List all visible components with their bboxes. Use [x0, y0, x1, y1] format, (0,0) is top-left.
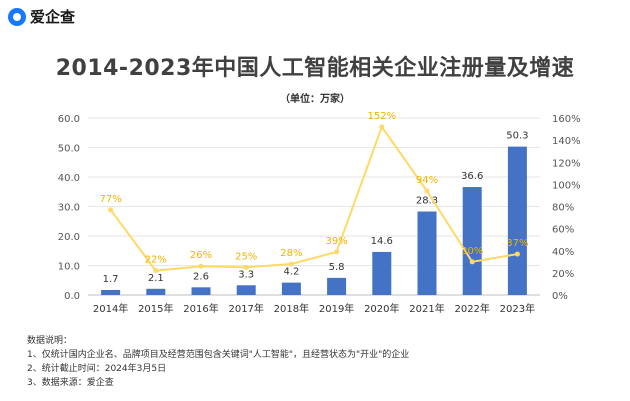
y-left-tick-label: 40.0	[58, 173, 80, 184]
x-tick-label: 2023年	[500, 302, 535, 315]
growth-point	[288, 261, 294, 267]
x-tick-label: 2018年	[274, 302, 309, 315]
growth-point	[379, 124, 385, 130]
brand-logo: 爱企查	[8, 6, 75, 27]
growth-point	[108, 207, 114, 213]
bar	[101, 289, 121, 295]
bar	[146, 288, 166, 295]
data-notes: 数据说明： 1、仅统计国内企业名、品牌项目及经营范围包含关键词"人工智能"，且经…	[27, 334, 409, 390]
growth-value-label: 39%	[325, 236, 347, 247]
growth-line	[109, 124, 518, 272]
y-left-tick-label: 0.0	[64, 291, 80, 302]
bar-value-label: 50.3	[506, 131, 528, 142]
chart-title: 2014-2023年中国人工智能相关企业注册量及增速	[55, 56, 575, 81]
x-tick-label: 2017年	[228, 302, 263, 315]
y-right-tick-label: 40%	[552, 247, 574, 258]
y-right-tick-label: 80%	[552, 203, 574, 214]
bar-value-label: 36.6	[461, 171, 483, 182]
y-left-tick-label: 10.0	[58, 262, 80, 273]
search-icon	[8, 7, 26, 26]
growth-point	[153, 268, 159, 274]
y-right-tick-label: 160%	[552, 114, 581, 125]
y-right-tick-label: 20%	[552, 269, 574, 280]
y-right-tick-label: 120%	[552, 158, 581, 169]
notes-heading: 数据说明：	[27, 336, 73, 346]
bar-value-label: 28.3	[416, 196, 438, 207]
bar-value-label: 4.2	[283, 267, 299, 278]
note-item: 3、数据来源：爱企查	[27, 378, 114, 388]
y-left-tick-label: 20.0	[58, 232, 80, 243]
growth-value-label: 22%	[145, 255, 167, 266]
bar-value-label: 2.6	[193, 271, 209, 282]
growth-point	[424, 188, 430, 194]
bar	[462, 187, 482, 295]
growth-value-label: 77%	[99, 194, 121, 205]
growth-point	[514, 251, 520, 257]
x-tick-label: 2022年	[454, 302, 489, 315]
x-tick-label: 2019年	[319, 302, 354, 315]
growth-point	[469, 259, 475, 265]
bar	[327, 277, 347, 295]
y-left-tick-label: 30.0	[58, 203, 80, 214]
note-item: 2、统计截止时间：2024年3月5日	[27, 364, 167, 374]
growth-value-label: 25%	[235, 251, 257, 262]
note-item: 1、仅统计国内企业名、品牌项目及经营范围包含关键词"人工智能"，且经营状态为"开…	[27, 350, 410, 360]
bar	[191, 287, 211, 295]
y-left-tick-label: 60.0	[58, 114, 80, 125]
growth-value-label: 94%	[416, 175, 438, 186]
chart-subtitle: （单位：万家）	[280, 94, 350, 105]
bar-value-label: 14.6	[371, 236, 393, 247]
logo-text: 爱企查	[30, 8, 76, 26]
bar	[372, 251, 392, 295]
growth-value-label: 152%	[368, 111, 397, 122]
growth-point	[198, 263, 204, 269]
growth-point	[243, 264, 249, 270]
x-tick-label: 2020年	[364, 302, 399, 315]
x-tick-label: 2015年	[138, 302, 173, 315]
bar-value-label: 2.1	[148, 273, 164, 284]
growth-value-label: 37%	[506, 238, 528, 249]
bar	[236, 285, 256, 295]
y-right-tick-label: 60%	[552, 225, 574, 236]
bar-value-label: 3.3	[238, 269, 254, 280]
growth-value-label: 30%	[461, 246, 483, 257]
x-tick-label: 2021年	[409, 302, 444, 315]
y-right-tick-label: 0%	[552, 291, 568, 302]
bar	[417, 211, 437, 295]
growth-value-label: 26%	[190, 250, 212, 261]
growth-value-label: 28%	[280, 248, 302, 259]
y-right-tick-label: 100%	[552, 180, 581, 191]
bar	[507, 146, 527, 295]
bar	[281, 282, 301, 295]
x-tick-label: 2014年	[93, 302, 128, 315]
bar-value-label: 1.7	[103, 274, 119, 285]
bar-value-label: 5.8	[329, 262, 345, 273]
y-right-tick-label: 140%	[552, 136, 581, 147]
x-tick-label: 2016年	[183, 302, 218, 315]
y-left-tick-label: 50.0	[58, 144, 80, 155]
growth-point	[334, 249, 340, 255]
